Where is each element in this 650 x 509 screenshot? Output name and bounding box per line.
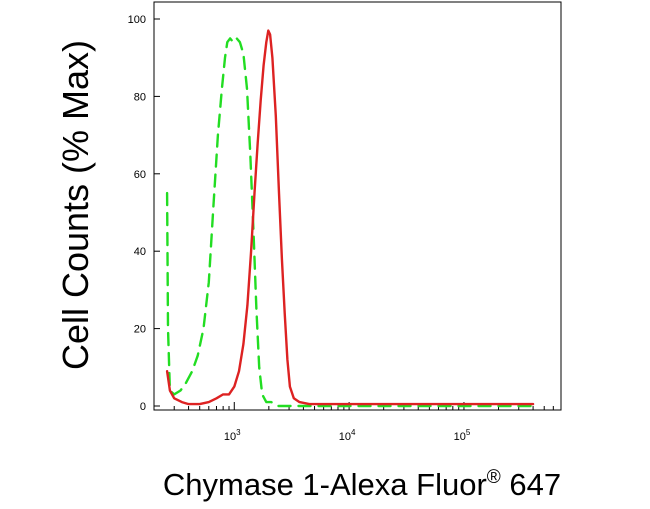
x-tick-label-exponent: 5	[466, 428, 471, 437]
x-tick-label: 104	[339, 428, 356, 443]
y-tick-label: 80	[134, 91, 146, 103]
x-tick-label-base: 10	[454, 431, 466, 443]
x-axis-ticks: 103 104 105	[153, 402, 562, 443]
x-tick-label-base: 10	[339, 431, 351, 443]
y-tick-label: 60	[134, 169, 146, 181]
x-axis-label-suffix: 647	[501, 467, 561, 502]
y-tick-label: 100	[128, 14, 146, 26]
plot-frame	[153, 1, 562, 411]
x-tick-label: 105	[454, 428, 471, 443]
series-line-1	[165, 37, 535, 408]
y-tick-label: 0	[140, 401, 146, 413]
x-tick-label-base: 10	[224, 431, 236, 443]
y-tick-label: 20	[134, 324, 146, 336]
x-axis-label-main: Chymase 1-Alexa Fluor	[163, 467, 487, 502]
y-axis-label: Cell Counts (% Max)	[55, 40, 96, 370]
x-tick-label-exponent: 3	[236, 428, 241, 437]
series-line-2	[165, 29, 535, 406]
x-tick-label-exponent: 4	[351, 428, 356, 437]
series-layer	[165, 29, 535, 408]
y-tick-label: 40	[134, 246, 146, 258]
x-axis-label: Chymase 1-Alexa Fluor® 647	[163, 467, 561, 502]
y-axis-ticks: 0 20 40 60 80 100	[128, 14, 160, 413]
x-tick-label: 103	[224, 428, 241, 443]
x-axis-label-registered-mark: ®	[487, 467, 501, 488]
